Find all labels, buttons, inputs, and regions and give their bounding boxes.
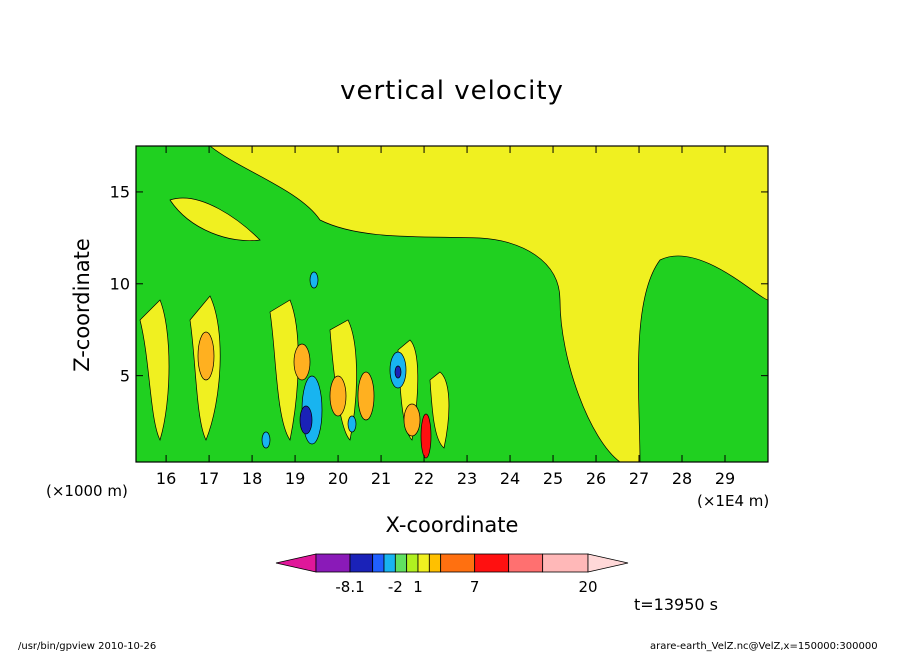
colorbar-swatch — [474, 553, 510, 573]
x-tick-label: 27 — [628, 469, 650, 488]
x-tick-label: 24 — [499, 469, 521, 488]
footer-left: /usr/bin/gpview 2010-10-26 — [18, 641, 157, 652]
colorbar-max-arrow — [587, 553, 629, 573]
updraft-band-2 — [269, 299, 299, 441]
velocity-cell-7 — [299, 405, 313, 435]
plot-frame — [135, 145, 769, 463]
colorbar-label: -8.1 — [335, 578, 365, 596]
x-tick-label: 16 — [155, 469, 177, 488]
colorbar-swatch — [440, 553, 476, 573]
velocity-cell-1 — [293, 343, 311, 381]
velocity-cell-2 — [329, 375, 347, 417]
x-tick-label: 29 — [714, 469, 736, 488]
chart-title: vertical velocity — [340, 76, 564, 106]
velocity-cell-9 — [394, 365, 402, 379]
colorbar-swatch — [372, 553, 385, 573]
colorbar-swatch — [542, 553, 589, 573]
colorbar-swatch — [315, 553, 351, 573]
colorbar-swatch — [383, 553, 396, 573]
velocity-cell-4 — [403, 403, 421, 437]
updraft-band-6 — [169, 197, 261, 241]
velocity-cell-0 — [197, 331, 215, 381]
velocity-cell-10 — [309, 271, 319, 289]
colorbar-label: 1 — [413, 578, 423, 596]
colorbar-min-arrow — [275, 553, 317, 573]
y-tick-label: 5 — [119, 366, 130, 386]
y-tick-label: 15 — [109, 182, 130, 202]
colorbar-label: 20 — [578, 578, 598, 596]
velocity-cell-12 — [347, 415, 357, 433]
x-tick-label: 18 — [241, 469, 263, 488]
x-tick-label: 20 — [327, 469, 349, 488]
footer-right: arare-earth_VelZ.nc@VelZ,x=150000:300000 — [650, 641, 878, 652]
updraft-band-5 — [429, 371, 450, 449]
y-axis-label: Z-coordinate — [70, 238, 94, 372]
x-tick-label: 23 — [456, 469, 478, 488]
colorbar-swatch — [428, 553, 442, 573]
colorbar-swatch — [508, 553, 544, 573]
colorbar-swatch — [349, 553, 374, 573]
colorbar-swatch — [394, 553, 408, 573]
x-tick-label: 19 — [284, 469, 306, 488]
velocity-cell-3 — [357, 371, 375, 421]
x-tick-label: 28 — [671, 469, 693, 488]
velocity-cell-5 — [420, 413, 432, 459]
velocity-cell-11 — [261, 431, 271, 449]
time-label: t=13950 s — [634, 595, 718, 614]
colorbar-label: 7 — [469, 578, 480, 596]
colorbar-label: -2 — [387, 578, 403, 596]
x-tick-label: 17 — [198, 469, 220, 488]
updraft-band-0 — [139, 299, 170, 441]
colorbar-swatch — [406, 553, 419, 573]
x-unit-right: (×1E4 m) — [697, 492, 770, 510]
x-tick-label: 26 — [585, 469, 607, 488]
x-tick-label: 22 — [413, 469, 435, 488]
x-axis-label: X-coordinate — [385, 513, 519, 537]
y-tick-label: 10 — [109, 274, 130, 294]
x-unit-left: (×1000 m) — [46, 482, 128, 500]
x-tick-label: 25 — [542, 469, 564, 488]
colorbar-swatch — [417, 553, 430, 573]
x-tick-label: 21 — [370, 469, 392, 488]
